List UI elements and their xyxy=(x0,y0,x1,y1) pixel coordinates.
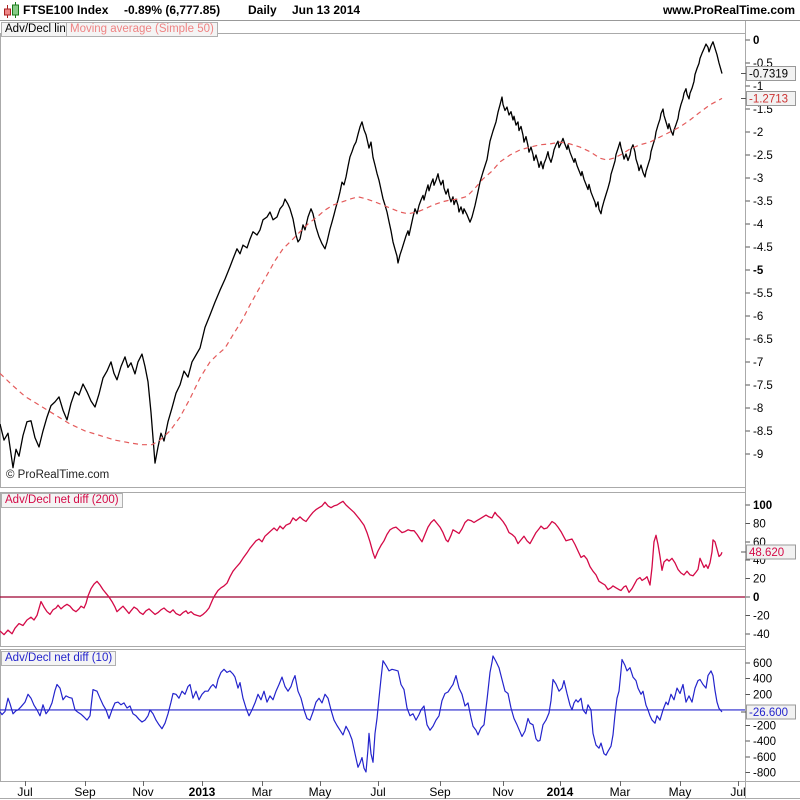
last-value-label: -26.600 xyxy=(749,707,788,719)
timeframe-label: Daily xyxy=(248,3,277,17)
axis-tick-label: -7 xyxy=(753,357,763,369)
last-value-box xyxy=(746,704,796,720)
axis-tick-label: -3 xyxy=(753,173,763,185)
axis-tick-label: 80 xyxy=(753,518,766,530)
axis-tick-label: 20 xyxy=(753,574,766,586)
time-axis-label: Mar xyxy=(610,785,631,799)
axis-tick-label: -9 xyxy=(753,449,763,461)
axis-tick-label: -6.5 xyxy=(753,334,773,346)
advdecl_line-panel[interactable] xyxy=(0,33,746,488)
time-axis-label: 2013 xyxy=(189,785,216,799)
axis-tick-label: 100 xyxy=(753,500,772,512)
indicator-label-net-diff-10[interactable]: Adv/Decl net diff (10) xyxy=(1,651,117,666)
axis-tick-label: -6 xyxy=(753,311,763,323)
axis-tick-label: 400 xyxy=(753,674,772,686)
ma-line xyxy=(0,97,723,446)
indicator-label-moving-average[interactable]: Moving average (Simple 50) xyxy=(66,22,218,37)
axis-tick-label: 0 xyxy=(753,592,759,604)
time-axis-label: Nov xyxy=(492,785,513,799)
time-axis-label: Mar xyxy=(252,785,273,799)
axis-tick-label: -20 xyxy=(753,610,770,622)
axis-tick-label: -1 xyxy=(753,81,763,93)
net200-panel[interactable] xyxy=(0,492,746,647)
app-header: FTSE100 Index -0.89% (6,777.85) Daily Ju… xyxy=(0,0,800,21)
axis-tick-label: -3.5 xyxy=(753,196,773,208)
axis-tick-label: -200 xyxy=(753,721,776,733)
axis-tick-label: -800 xyxy=(753,767,776,779)
axis-tick-label: -5.5 xyxy=(753,288,773,300)
time-axis-label: May xyxy=(309,785,332,799)
axis-tick-label: -8 xyxy=(753,403,763,415)
last-value-box xyxy=(746,91,796,106)
axis-tick-label: -2.5 xyxy=(753,150,773,162)
time-axis-label: May xyxy=(669,785,692,799)
last-value-label: -0.7319 xyxy=(749,69,788,81)
axis-tick-label: -4 xyxy=(753,219,764,231)
time-axis-label: 2014 xyxy=(547,785,574,799)
date-label: Jun 13 2014 xyxy=(292,3,361,17)
indicator-label-advdecl-line[interactable]: Adv/Decl line xyxy=(1,22,77,37)
indicator-label-net-diff-200[interactable]: Adv/Decl net diff (200) xyxy=(1,493,123,508)
price-change: -0.89% (6,777.85) xyxy=(124,3,221,17)
axis-tick-label: -4.5 xyxy=(753,242,773,254)
axis-tick-label: 0 xyxy=(753,35,759,47)
time-axis-label: Sep xyxy=(74,785,96,799)
axis-tick-label: 600 xyxy=(753,658,772,670)
symbol-title: FTSE100 Index xyxy=(23,3,109,17)
watermark: © ProRealTime.com xyxy=(6,469,110,481)
last-value-label: -1.2713 xyxy=(749,93,788,105)
axis-tick-label: -40 xyxy=(753,629,770,641)
time-axis-label: Jul xyxy=(730,785,745,799)
time-axis-label: Sep xyxy=(429,785,451,799)
axis-tick-label: -7.5 xyxy=(753,380,773,392)
last-value-box xyxy=(746,544,796,560)
net200-line xyxy=(0,500,723,636)
axis-tick-label: 200 xyxy=(753,689,772,701)
last-value-box xyxy=(746,66,796,82)
axis-tick-label: -1.5 xyxy=(753,104,773,116)
time-axis-label: Nov xyxy=(132,785,153,799)
axis-tick-label: -5 xyxy=(753,265,764,277)
axis-tick-label: -400 xyxy=(753,736,776,748)
time-axis-label: Jul xyxy=(17,785,32,799)
site-link: www.ProRealTime.com xyxy=(662,3,795,17)
axis-tick-label: -8.5 xyxy=(753,426,773,438)
time-axis-label: Jul xyxy=(370,785,385,799)
last-value-label: 48.620 xyxy=(749,547,784,559)
candlestick-icon xyxy=(4,2,19,18)
net10-line xyxy=(0,655,723,773)
advdecl-price-line xyxy=(0,41,723,469)
axis-tick-label: -600 xyxy=(753,752,776,764)
axis-tick-label: -2 xyxy=(753,127,763,139)
net10-panel[interactable] xyxy=(0,649,746,782)
